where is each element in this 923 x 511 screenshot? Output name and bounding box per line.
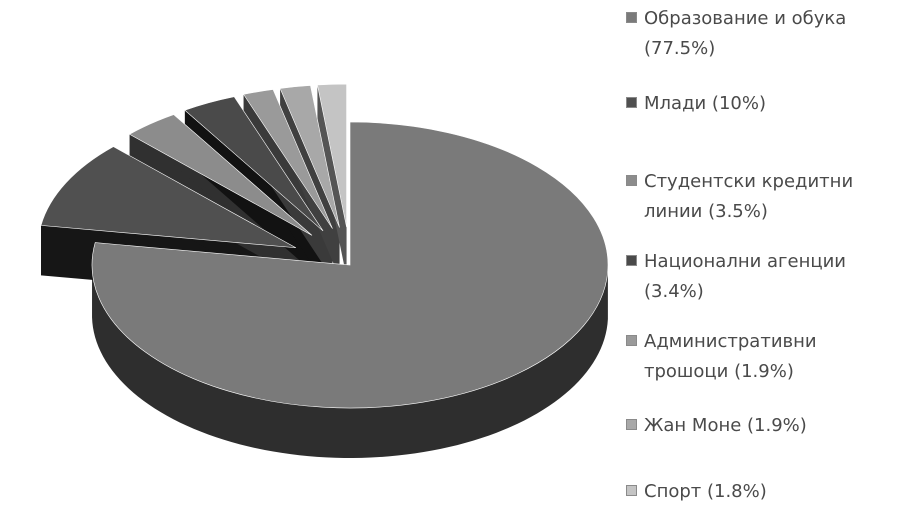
legend-swatch <box>626 419 637 430</box>
pie-slice-4 <box>243 89 333 229</box>
legend-label-line: Образование и обука <box>644 8 847 29</box>
legend-swatch <box>626 255 637 266</box>
legend-swatch <box>626 335 637 346</box>
legend-label-line: (3.4%) <box>644 281 704 302</box>
pie-slice-rim <box>92 267 608 458</box>
legend-swatch <box>626 12 637 23</box>
pie-slice-edge <box>317 84 347 278</box>
legend-label: Спорт (1.8%) <box>644 477 922 507</box>
pie-slice-6 <box>317 83 347 228</box>
legend-label-line: Млади (10%) <box>644 93 766 114</box>
pie-slice-3 <box>184 96 324 232</box>
legend-label-line: Национални агенции <box>644 251 846 272</box>
legend-label: Студентски кредитни линии (3.5%) <box>644 167 922 227</box>
pie-slice-5 <box>279 85 340 228</box>
legend-label-line: линии (3.5%) <box>644 201 768 222</box>
pie-slice-0 <box>91 121 609 409</box>
pie-slice-2 <box>128 114 313 236</box>
legend-label: Образование и обука (77.5%) <box>644 4 922 64</box>
legend-swatch <box>626 485 637 496</box>
legend-swatch <box>626 97 637 108</box>
legend-label: Млади (10%) <box>644 89 922 119</box>
legend-label-line: трошоци (1.9%) <box>644 361 794 382</box>
legend-label-line: Студентски кредитни <box>644 171 854 192</box>
legend-label: Административни трошоци (1.9%) <box>644 327 922 387</box>
pie-slice-side-6 <box>317 84 347 278</box>
pie-slice-1 <box>40 146 296 249</box>
legend-swatch <box>626 175 637 186</box>
legend-label: Жан Моне (1.9%) <box>644 411 922 441</box>
pie-tops <box>40 83 609 409</box>
legend-label-line: Административни <box>644 331 817 352</box>
legend-label-line: (77.5%) <box>644 38 716 59</box>
legend-label: Национални агенции (3.4%) <box>644 247 922 307</box>
legend-label-line: Жан Моне (1.9%) <box>644 415 807 436</box>
legend-label-line: Спорт (1.8%) <box>644 481 767 502</box>
